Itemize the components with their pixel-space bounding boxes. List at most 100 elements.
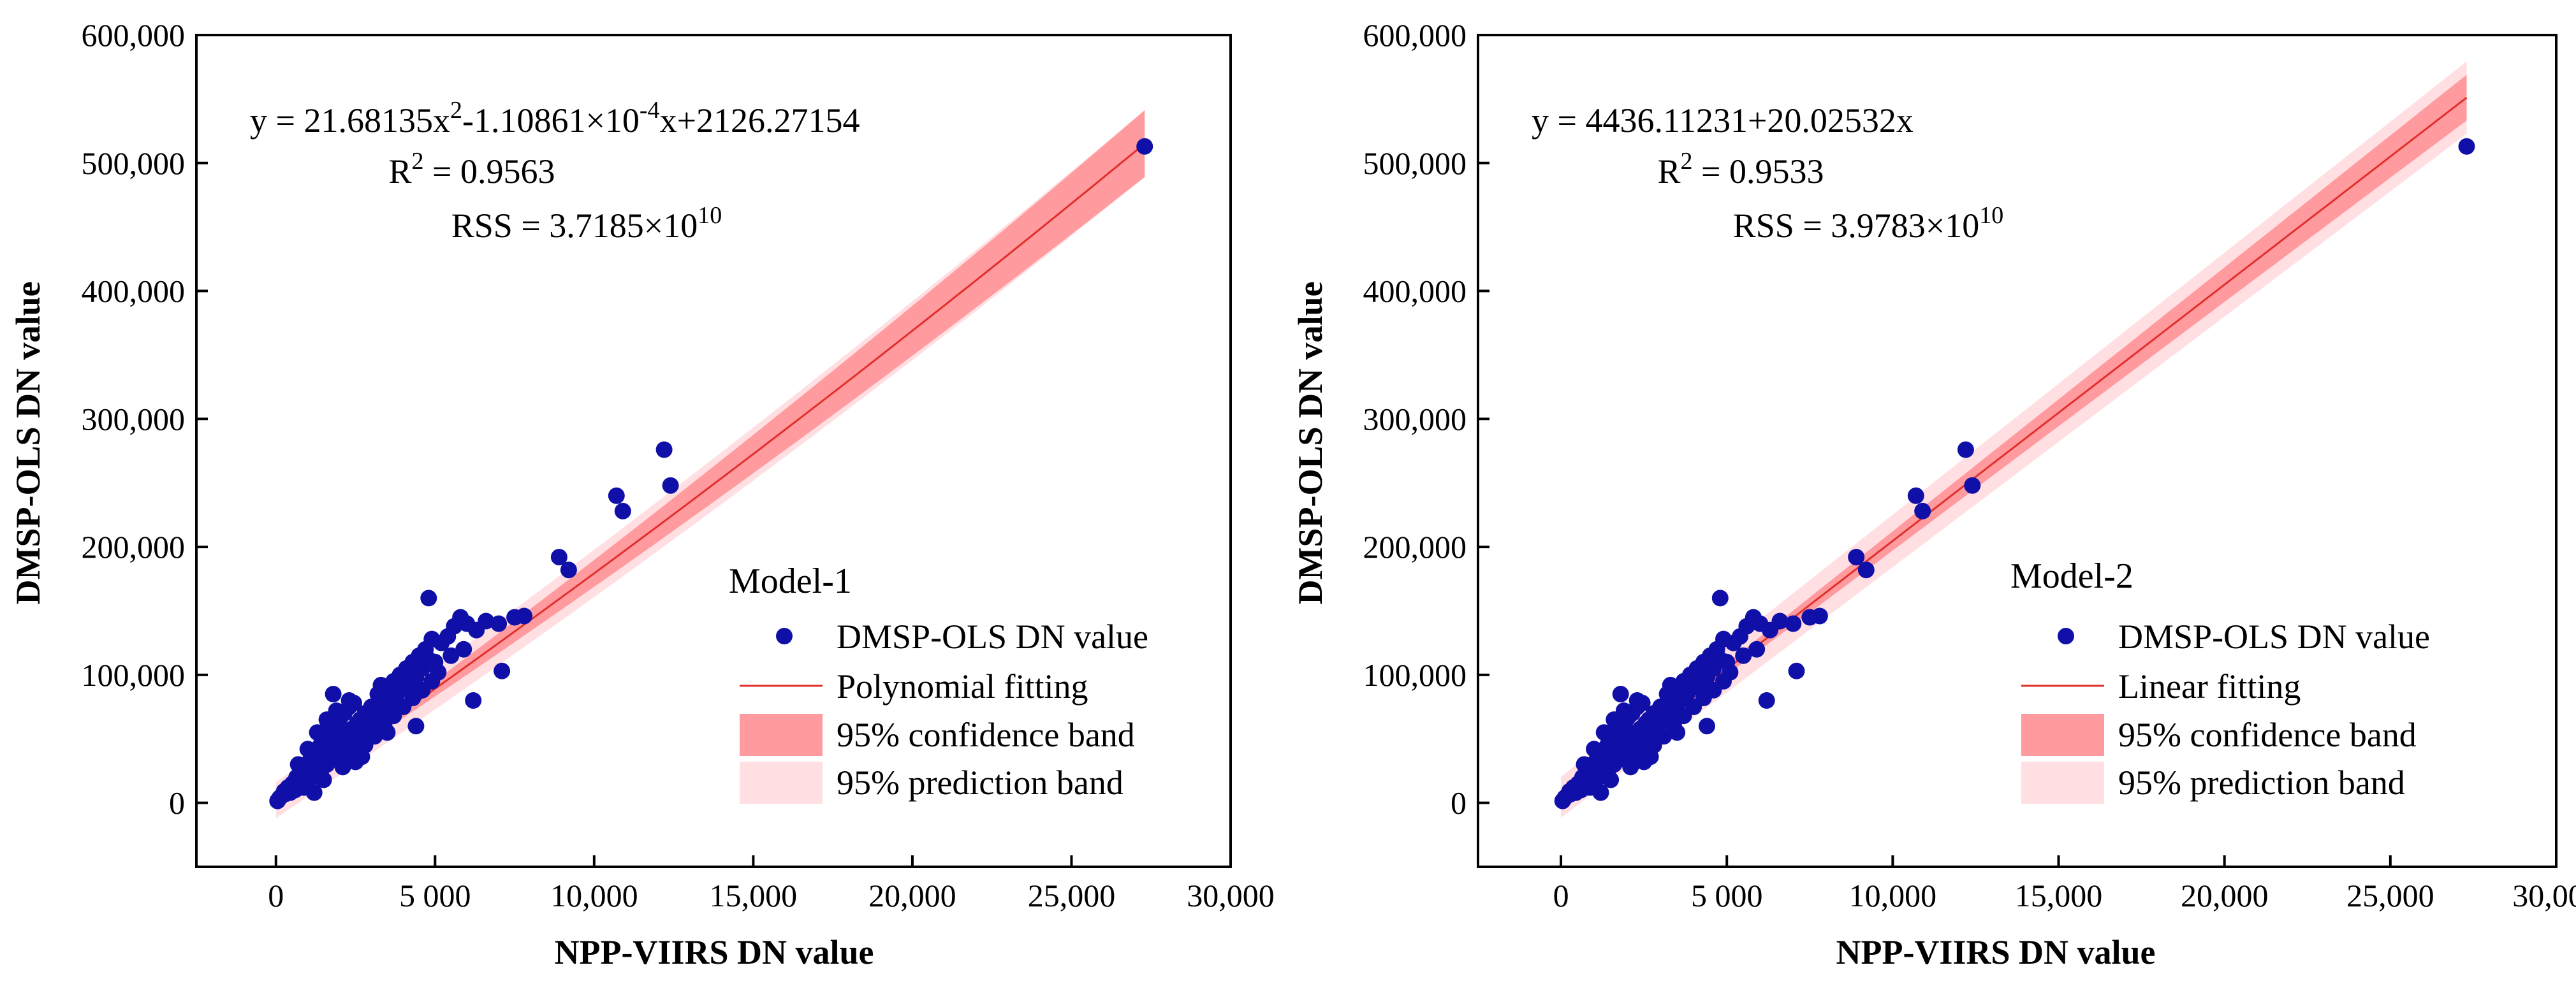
data-point [1655,728,1672,745]
panel-left: 0 5 000 10,000 15,000 20,000 25,000 30,000 0 10… [9,17,1275,971]
data-point [296,779,313,796]
data-point [1662,676,1679,693]
x-tick-label: 10,000 [550,878,638,913]
legend-label-prediction: 95% prediction band [2118,764,2405,802]
legend-title: Model-1 [729,562,852,601]
data-point [1758,692,1775,709]
legend-swatch-confidence [740,714,823,756]
data-point [420,590,437,607]
rss-value: RSS = 3.7185×10 [451,207,698,245]
data-point [662,477,679,494]
x-tick-label: 5 000 [399,878,471,913]
data-point [1907,487,1924,504]
y-tick-label: 400,000 [82,273,186,309]
legend-label-fit: Polynomial fitting [837,667,1088,706]
data-point [1811,607,1828,625]
x-tick-label: 25,000 [2346,878,2434,913]
data-point [465,692,482,709]
data-point [379,724,396,741]
equation-block: y = 21.68135x2-1.10861×10-4x+2126.27154 … [250,97,860,245]
data-point [655,441,673,458]
data-point [1964,477,1981,494]
data-point [1576,756,1593,773]
r-squared-value: = 0.9533 [1693,152,1824,191]
legend: Model-2 DMSP-OLS DN value Linear fitting… [2010,556,2430,804]
y-axis-ticks: 0 100,000 200,000 300,000 400,000 500,000 600,… [82,17,208,821]
equation-superscript: 2 [450,97,462,124]
legend-swatch-prediction [2021,762,2104,804]
legend-label-confidence: 95% confidence band [2118,716,2417,754]
x-axis-ticks: 0 5 000 10,000 15,000 20,000 25,000 30,000 [268,855,1275,913]
x-axis-title: NPP-VIIRS DN value [1836,933,2155,971]
equation-part: x+2126.27154 [660,101,860,140]
legend-label-points: DMSP-OLS DN value [2118,618,2430,656]
data-point [1136,138,1153,155]
data-point [1669,724,1686,741]
y-tick-label: 200,000 [82,529,186,565]
rss-superscript: 10 [1979,202,2003,229]
legend-title: Model-2 [2010,556,2133,596]
data-point [1957,441,1974,458]
data-point [353,748,370,765]
data-point [1628,692,1646,709]
data-point [1582,779,1599,796]
x-tick-label: 30,000 [2512,878,2576,913]
y-tick-label: 600,000 [1363,17,1467,53]
equation-block: y = 4436.11231+20.02532x R2 = 0.9533 RSS… [1532,101,2003,245]
plot-frame [195,34,1232,868]
data-point [430,663,447,681]
data-point [455,641,472,658]
r-squared-symbol: R [389,152,412,191]
equation-part: -1.10861×10 [462,101,640,140]
data-point [1699,718,1715,735]
equation-line: y = 4436.11231+20.02532x [1532,101,1914,140]
data-point [340,692,358,709]
data-point [1914,502,1931,519]
data-point [1612,686,1629,702]
data-point [1848,549,1865,566]
data-point [1735,647,1752,664]
data-point [443,647,460,664]
y-tick-label: 300,000 [82,401,186,437]
r-squared-symbol: R [1658,152,1681,191]
y-tick-label: 600,000 [82,17,186,53]
r-squared-superscript: 2 [412,148,424,175]
x-tick-label: 0 [1553,878,1569,913]
rss-superscript: 10 [698,202,722,229]
y-tick-label: 300,000 [1363,401,1467,437]
rss-line: RSS = 3.7185×1010 [451,202,722,245]
data-point [309,724,326,741]
legend-label-fit: Linear fitting [2118,667,2301,706]
x-tick-label: 10,000 [1849,878,1937,913]
r-squared-superscript: 2 [1681,148,1693,175]
legend-swatch-points [2058,628,2074,644]
x-tick-label: 25,000 [1028,878,1116,913]
data-point [1857,562,1875,579]
data-point [614,502,631,519]
data-point [1785,615,1802,632]
y-tick-label: 500,000 [1363,145,1467,181]
data-point [494,662,511,679]
legend-swatch-prediction [740,762,823,804]
rss-value: RSS = 3.9783×10 [1733,207,1980,245]
x-tick-label: 30,000 [1187,878,1275,913]
data-point [608,487,625,504]
data-point [1586,741,1603,758]
data-point [478,613,495,630]
data-point [325,686,342,702]
x-axis-title: NPP-VIIRS DN value [554,933,874,971]
data-point [2458,138,2475,155]
data-point [1722,663,1739,681]
x-tick-label: 15,000 [710,878,798,913]
points-layer [269,138,1153,809]
data-point [1711,590,1729,607]
y-tick-label: 500,000 [82,145,186,181]
rss-line: RSS = 3.9783×1010 [1733,202,2004,245]
legend: Model-1 DMSP-OLS DN value Polynomial fit… [729,562,1148,804]
data-point [1602,771,1620,788]
data-point [1595,724,1613,741]
data-point [560,562,577,579]
data-point [289,756,307,773]
points-layer [1554,138,2475,809]
